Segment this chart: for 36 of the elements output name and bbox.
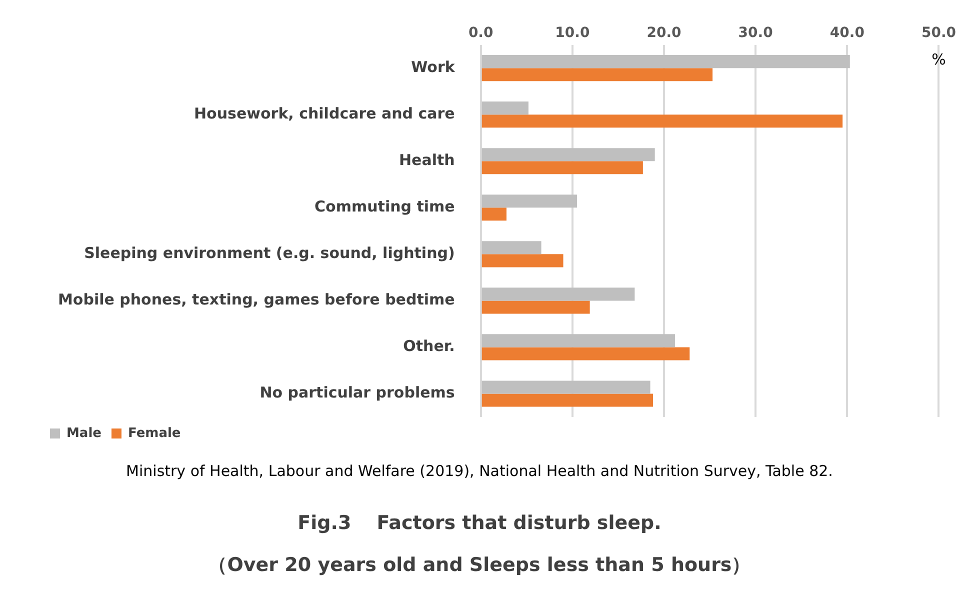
y-tick-label: Work [411, 58, 456, 76]
bar [482, 208, 506, 221]
bar [482, 380, 650, 394]
bar [482, 300, 590, 314]
text: （Over 20 years old and Sleeps less than 5 hours） [207, 553, 752, 578]
bar [482, 148, 655, 162]
bar [482, 55, 850, 68]
bar [482, 394, 654, 407]
x-tick-label: 50.0 [921, 25, 956, 42]
text: Fig.3 Factors that disturb sleep. [296, 511, 662, 536]
bar [482, 194, 578, 208]
x-tick-label: 30.0 [738, 25, 774, 42]
bar [482, 241, 542, 254]
y-tick-label: No particular problems [260, 384, 455, 402]
y-tick-label: Health [399, 151, 455, 170]
y-tick-label: Commuting time [314, 198, 455, 216]
y-tick-label: Other. [403, 337, 455, 356]
y-tick-label: Housework, childcare and care [194, 104, 455, 122]
bar [482, 102, 528, 115]
bar [482, 114, 843, 128]
y-tick-label: Sleeping environment (e.g. sound, lighting) [84, 244, 455, 262]
bar [482, 347, 690, 360]
bar [482, 68, 713, 82]
y-tick-label: Mobile phones, texting, games before bedtime [58, 290, 455, 309]
bar [482, 334, 675, 348]
legend-label: Female [128, 426, 181, 441]
x-axis-title: % [932, 50, 946, 69]
bar [482, 254, 564, 268]
x-tick-label: 0.0 [468, 25, 494, 42]
bar [482, 288, 635, 301]
legend-label: Male [66, 426, 102, 441]
x-tick-label: 40.0 [830, 25, 865, 42]
text: Ministry of Health, Labour and Welfare (2019), National Health and Nutrition Survey, Table 82. [125, 462, 834, 480]
x-tick-label: 20.0 [646, 25, 682, 42]
bar [482, 161, 643, 174]
x-tick-label: 10.0 [555, 25, 590, 42]
